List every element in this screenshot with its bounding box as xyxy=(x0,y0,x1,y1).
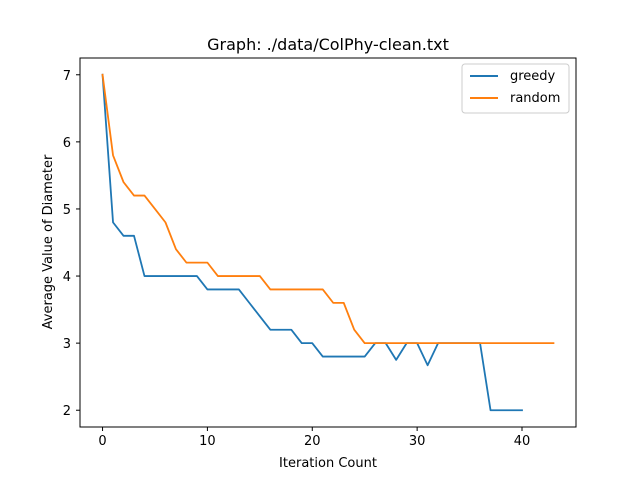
legend-label-random: random xyxy=(510,91,560,106)
series-line-random xyxy=(101,73,555,345)
plot-area xyxy=(79,57,577,428)
y-axis-label: Average Value of Diameter xyxy=(41,154,56,329)
y-tick-label: 3 xyxy=(63,337,71,352)
legend: greedy random xyxy=(461,63,570,114)
y-tick-label: 4 xyxy=(63,270,71,285)
x-axis-ticks: 0 10 20 30 40 xyxy=(98,427,530,449)
chart-title: Graph: ./data/ColPhy-clean.txt xyxy=(207,35,449,54)
x-axis-label: Iteration Count xyxy=(279,456,377,471)
y-tick-label: 5 xyxy=(63,203,71,218)
x-tick-label: 10 xyxy=(199,434,216,449)
x-tick-label: 40 xyxy=(514,434,531,449)
axes-frame xyxy=(79,57,577,428)
x-tick-label: 0 xyxy=(98,434,106,449)
y-tick-label: 7 xyxy=(63,69,71,84)
y-tick-label: 2 xyxy=(63,404,71,419)
legend-label-greedy: greedy xyxy=(510,69,556,84)
y-axis-ticks: 2 3 4 5 6 7 xyxy=(63,69,80,419)
y-tick-label: 6 xyxy=(63,136,71,151)
series-layer xyxy=(101,73,555,412)
x-tick-label: 20 xyxy=(304,434,321,449)
x-tick-label: 30 xyxy=(409,434,426,449)
